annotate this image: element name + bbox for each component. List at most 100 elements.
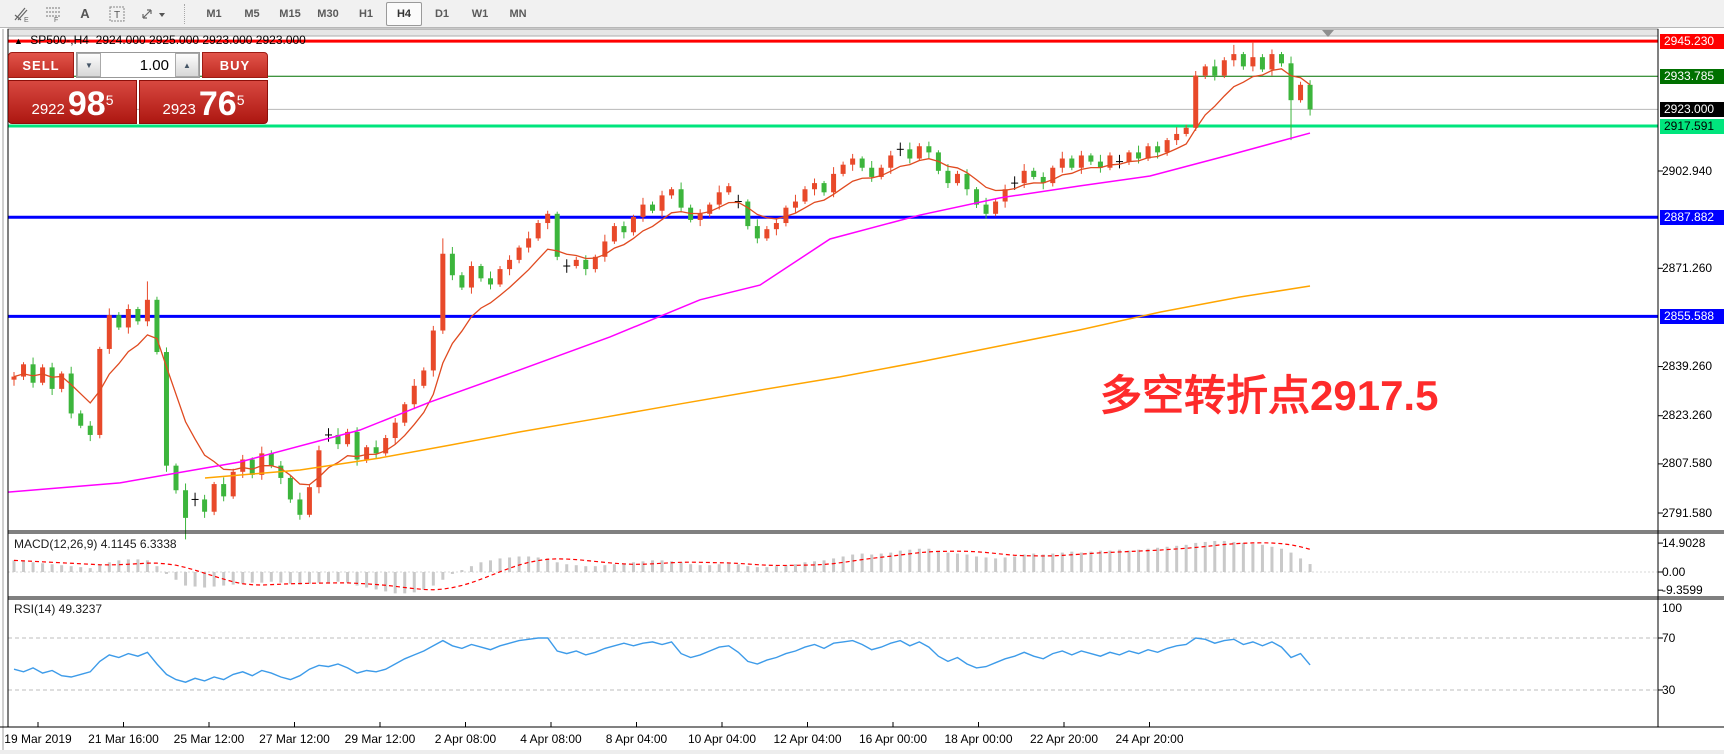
candle bbox=[783, 207, 789, 224]
candle bbox=[1288, 63, 1294, 101]
volume-up-button[interactable]: ▲ bbox=[175, 53, 199, 77]
svg-text:E: E bbox=[24, 17, 29, 23]
price-line-label: 2917.591 bbox=[1660, 118, 1724, 134]
candle bbox=[240, 459, 246, 472]
volume-down-button[interactable]: ▼ bbox=[77, 53, 101, 77]
time-tick-label: 24 Apr 20:00 bbox=[1115, 732, 1184, 746]
text-icon[interactable]: A bbox=[80, 6, 90, 21]
price-line-label: 2887.882 bbox=[1660, 209, 1724, 225]
sell-button[interactable]: SELL bbox=[8, 52, 74, 78]
candle bbox=[802, 189, 808, 202]
buy-price-big: 76 bbox=[198, 85, 237, 123]
time-tick-label: 10 Apr 04:00 bbox=[687, 732, 757, 746]
price-line-label: 2855.588 bbox=[1660, 308, 1724, 324]
candle bbox=[1145, 146, 1151, 159]
candle bbox=[1174, 133, 1180, 141]
tf-button-D1[interactable]: D1 bbox=[434, 7, 450, 20]
candle bbox=[163, 352, 169, 466]
candle bbox=[30, 364, 36, 383]
one-click-trading-widget: SELL ▼ 1.00 ▲ BUY 2922 98 5 2923 76 5 bbox=[8, 52, 268, 124]
candle bbox=[440, 253, 446, 331]
buy-price-panel[interactable]: 2923 76 5 bbox=[139, 80, 268, 124]
sell-price-big: 98 bbox=[67, 85, 106, 123]
candle bbox=[1136, 152, 1142, 159]
price-tick-label: 2902.940 bbox=[1662, 163, 1713, 178]
volume-input[interactable]: 1.00 bbox=[101, 53, 175, 77]
candle bbox=[259, 453, 265, 475]
candle bbox=[878, 167, 884, 177]
time-tick-label: 21 Mar 16:00 bbox=[88, 732, 159, 746]
macd-tick-label: 14.9028 bbox=[1662, 535, 1706, 550]
candle bbox=[1069, 158, 1075, 168]
tf-button-M5[interactable]: M5 bbox=[244, 7, 260, 20]
buy-price-small: 2923 bbox=[162, 101, 196, 118]
chart-annotation-text: 多空转折点2917.5 bbox=[1100, 372, 1439, 419]
candle bbox=[583, 259, 589, 270]
candle bbox=[497, 269, 503, 285]
sell-price-small: 2922 bbox=[31, 101, 65, 118]
fibonacci-icon[interactable]: F bbox=[38, 2, 68, 26]
arrows-icon[interactable] bbox=[134, 2, 174, 26]
time-tick-label: 16 Apr 00:00 bbox=[858, 732, 928, 746]
candle bbox=[1126, 152, 1132, 162]
rsi-label: RSI(14) 49.3237 bbox=[14, 602, 103, 616]
candle bbox=[916, 146, 922, 159]
buy-button[interactable]: BUY bbox=[202, 52, 268, 78]
candle bbox=[87, 425, 93, 435]
candle bbox=[116, 315, 122, 328]
candle bbox=[1269, 54, 1275, 70]
pitchfork-icon[interactable]: E bbox=[6, 2, 36, 26]
tf-button-M30[interactable]: M30 bbox=[317, 7, 339, 20]
candle bbox=[592, 256, 598, 270]
macd-tick-label: -9.3599 bbox=[1662, 582, 1703, 597]
candle bbox=[68, 373, 74, 414]
symbol-name: SP500-,H4 bbox=[30, 33, 89, 47]
candle bbox=[449, 253, 455, 276]
candle bbox=[249, 459, 255, 475]
candle bbox=[430, 330, 436, 371]
candle bbox=[1155, 146, 1161, 153]
tf-button-MN[interactable]: MN bbox=[509, 7, 527, 20]
price-tick-label: 2823.260 bbox=[1662, 408, 1713, 423]
candle bbox=[287, 477, 293, 500]
candle bbox=[1307, 84, 1313, 110]
candle bbox=[907, 149, 913, 159]
sell-price-panel[interactable]: 2922 98 5 bbox=[8, 80, 137, 124]
tf-button-H1[interactable]: H1 bbox=[358, 7, 374, 20]
candle bbox=[745, 201, 751, 227]
candle bbox=[411, 385, 417, 405]
candle bbox=[1221, 60, 1227, 76]
candle bbox=[402, 404, 408, 423]
macd-label: MACD(12,26,9) 4.1145 6.3338 bbox=[14, 537, 177, 551]
candle bbox=[1107, 155, 1113, 168]
chart-shift-marker-icon[interactable] bbox=[1322, 30, 1334, 37]
candle bbox=[125, 309, 131, 328]
candle bbox=[640, 204, 646, 217]
svg-text:T: T bbox=[114, 10, 120, 21]
candle bbox=[373, 447, 379, 454]
candle bbox=[792, 201, 798, 208]
rsi-tick-label: 100 bbox=[1662, 600, 1683, 615]
tf-button-W1[interactable]: W1 bbox=[471, 7, 489, 20]
tf-button-H4[interactable]: H4 bbox=[386, 1, 422, 26]
time-tick-label: 18 Apr 00:00 bbox=[944, 732, 1013, 746]
candle bbox=[888, 155, 894, 168]
candle bbox=[1021, 170, 1027, 184]
toolbar-separator bbox=[184, 3, 186, 24]
candle bbox=[1050, 167, 1056, 184]
candle bbox=[1250, 57, 1256, 67]
time-tick-label: 22 Apr 20:00 bbox=[1029, 732, 1099, 746]
time-tick-label: 4 Apr 08:00 bbox=[520, 732, 582, 746]
candle bbox=[354, 431, 360, 460]
tf-button-M15[interactable]: M15 bbox=[279, 7, 301, 20]
candle bbox=[554, 213, 560, 257]
price-tick-label: 2791.580 bbox=[1662, 505, 1713, 520]
candle bbox=[507, 259, 513, 270]
ma-fast-line bbox=[13, 68, 1311, 486]
ma-slow-line bbox=[204, 285, 1311, 479]
label-icon[interactable]: T bbox=[102, 2, 132, 26]
tf-button-M1[interactable]: M1 bbox=[206, 7, 222, 20]
candle bbox=[183, 490, 189, 518]
candle bbox=[478, 266, 484, 279]
